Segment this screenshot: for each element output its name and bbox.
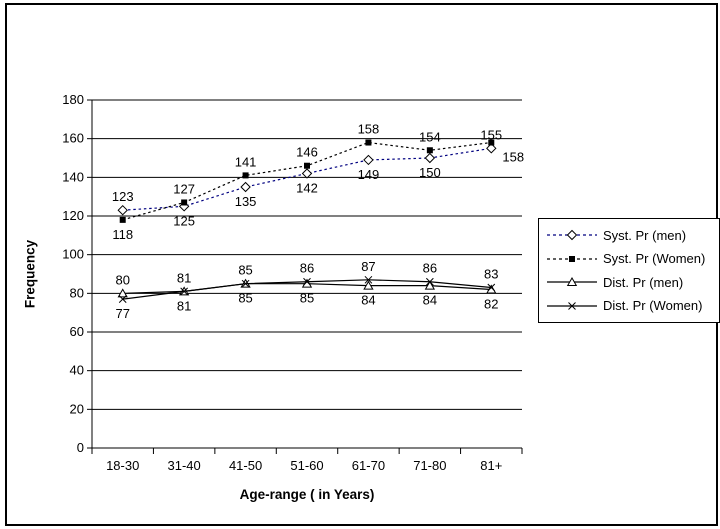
x-tick-label: 61-70 bbox=[352, 458, 385, 473]
y-axis-title: Frequency bbox=[22, 239, 38, 309]
square-marker-syst-pr-women bbox=[488, 139, 495, 146]
point-label-syst-pr-women: 158 bbox=[502, 150, 524, 165]
y-tick-label: 80 bbox=[70, 285, 84, 300]
diamond-marker-syst-pr-men-legend bbox=[566, 229, 578, 241]
triangle-marker-dist-pr-men bbox=[424, 280, 436, 290]
x-tick-label: 81+ bbox=[480, 458, 502, 473]
x-marker-dist-pr-women bbox=[426, 277, 434, 286]
y-tick-label: 60 bbox=[70, 324, 84, 339]
triangle-marker-dist-pr-men bbox=[363, 280, 374, 290]
y-tick-label: 20 bbox=[70, 401, 84, 416]
point-label-dist-pr-women: 85 bbox=[238, 263, 252, 278]
x-marker-dist-pr-women bbox=[487, 283, 496, 292]
y-tick-label: 0 bbox=[77, 440, 84, 455]
point-label-syst-pr-men: 155 bbox=[480, 127, 502, 142]
square-marker-syst-pr-women bbox=[119, 216, 126, 223]
point-label-dist-pr-men: 84 bbox=[361, 293, 375, 308]
diamond-marker-syst-pr-men bbox=[301, 168, 313, 179]
point-label-syst-pr-women: 146 bbox=[296, 145, 318, 160]
point-label-dist-pr-men: 80 bbox=[115, 272, 129, 287]
legend-item-dist-pr-men: Dist. Pr (men) bbox=[546, 275, 719, 290]
y-tick-label: 180 bbox=[62, 92, 84, 107]
point-label-dist-pr-women: 77 bbox=[115, 306, 129, 321]
point-label-dist-pr-women: 87 bbox=[361, 259, 375, 274]
legend-sample-dist-pr-women bbox=[547, 302, 597, 310]
diamond-marker-syst-pr-men bbox=[424, 152, 436, 164]
legend-item-syst-pr-women: Syst. Pr (Women) bbox=[546, 251, 719, 266]
point-label-syst-pr-women: 158 bbox=[358, 122, 380, 137]
point-label-syst-pr-women: 118 bbox=[112, 227, 133, 242]
legend-label-dist-pr-men: Dist. Pr (men) bbox=[603, 274, 684, 290]
legend-sample-syst-pr-men bbox=[547, 229, 597, 241]
point-label-dist-pr-men: 85 bbox=[238, 291, 252, 306]
square-marker-syst-pr-women-legend bbox=[569, 255, 575, 262]
y-tick-label: 120 bbox=[62, 208, 84, 223]
legend-sample-dist-pr-men bbox=[547, 277, 597, 287]
x-tick-label: 51-60 bbox=[290, 458, 323, 473]
point-label-syst-pr-men: 123 bbox=[112, 189, 134, 204]
diamond-marker-syst-pr-men bbox=[486, 143, 497, 154]
square-marker-syst-pr-women bbox=[365, 139, 372, 146]
point-label-dist-pr-men: 81 bbox=[177, 270, 191, 285]
diamond-marker-syst-pr-men bbox=[240, 181, 251, 193]
point-label-syst-pr-men: 150 bbox=[419, 165, 441, 180]
y-tick-label: 100 bbox=[62, 247, 84, 262]
y-tick-label: 160 bbox=[62, 131, 84, 146]
point-label-dist-pr-men: 85 bbox=[300, 291, 314, 306]
legend-item-syst-pr-men: Syst. Pr (men) bbox=[546, 228, 719, 243]
point-label-syst-pr-women: 154 bbox=[419, 129, 441, 144]
point-label-dist-pr-women: 86 bbox=[423, 261, 437, 276]
x-marker-dist-pr-women-legend bbox=[568, 302, 576, 310]
point-label-dist-pr-women: 83 bbox=[484, 267, 498, 282]
x-axis-title: Age-range ( in Years) bbox=[239, 487, 375, 502]
y-tick-label: 40 bbox=[70, 363, 84, 378]
legend-item-dist-pr-women: Dist. Pr (Women) bbox=[546, 298, 719, 313]
point-label-syst-pr-women: 127 bbox=[173, 181, 195, 196]
legend-label-syst-pr-women: Syst. Pr (Women) bbox=[603, 251, 706, 267]
point-label-dist-pr-women: 81 bbox=[177, 298, 191, 313]
x-tick-label: 41-50 bbox=[229, 458, 262, 473]
legend-label-syst-pr-men: Syst. Pr (men) bbox=[603, 227, 687, 243]
diamond-marker-syst-pr-men bbox=[363, 154, 374, 166]
point-label-syst-pr-women: 141 bbox=[235, 154, 257, 169]
point-label-syst-pr-men: 149 bbox=[358, 167, 380, 182]
diamond-marker-syst-pr-men bbox=[117, 204, 128, 216]
x-marker-dist-pr-women bbox=[364, 275, 373, 284]
square-marker-syst-pr-women bbox=[181, 199, 188, 206]
x-tick-label: 71-80 bbox=[413, 458, 446, 473]
point-label-syst-pr-men: 125 bbox=[173, 213, 195, 228]
point-label-dist-pr-women: 86 bbox=[300, 261, 314, 276]
x-marker-dist-pr-women bbox=[180, 287, 188, 296]
y-tick-label: 140 bbox=[62, 169, 84, 184]
x-marker-dist-pr-women bbox=[118, 295, 127, 303]
square-marker-syst-pr-women bbox=[426, 147, 433, 154]
point-label-dist-pr-men: 82 bbox=[484, 296, 498, 311]
x-tick-label: 18-30 bbox=[106, 458, 139, 473]
legend: Syst. Pr (men) Syst. Pr (Women) Dist. Pr (… bbox=[538, 218, 720, 323]
point-label-syst-pr-men: 142 bbox=[296, 180, 318, 195]
point-label-dist-pr-men: 84 bbox=[423, 293, 437, 308]
triangle-marker-dist-pr-men bbox=[117, 288, 128, 298]
square-marker-syst-pr-women bbox=[304, 162, 310, 169]
x-marker-dist-pr-women bbox=[241, 279, 250, 288]
legend-label-dist-pr-women: Dist. Pr (Women) bbox=[603, 298, 703, 314]
x-marker-dist-pr-women bbox=[303, 277, 311, 286]
point-label-syst-pr-men: 135 bbox=[235, 194, 257, 209]
triangle-marker-dist-pr-men-legend bbox=[566, 277, 578, 287]
square-marker-syst-pr-women bbox=[242, 172, 249, 179]
x-tick-label: 31-40 bbox=[168, 458, 201, 473]
legend-sample-syst-pr-women bbox=[547, 255, 597, 262]
